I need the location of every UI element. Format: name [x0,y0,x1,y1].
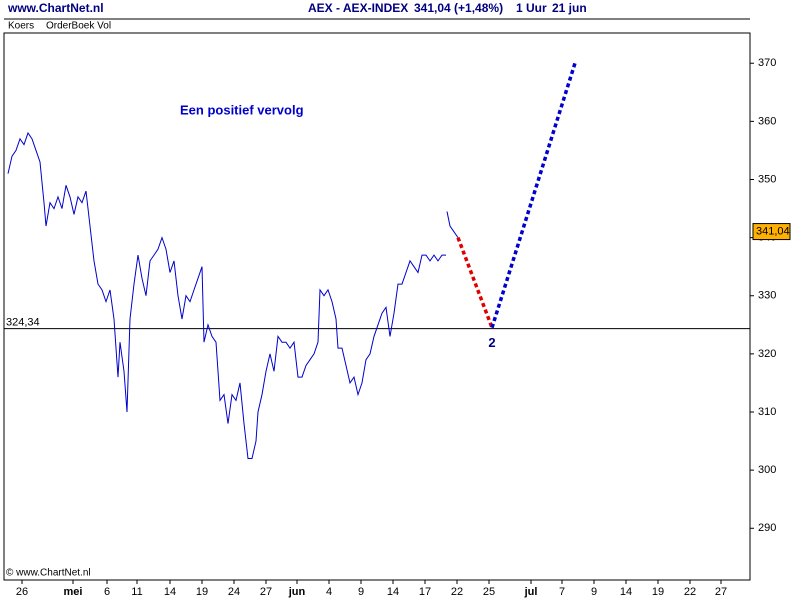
annotation: Een positief vervolg [180,102,304,117]
x-tick-label: 14 [620,586,632,598]
x-tick-label: 26 [16,586,28,598]
last-price-label: 341,04 [756,225,790,237]
y-tick-label: 300 [758,464,776,476]
projection-line [456,236,494,329]
y-tick-label: 360 [758,115,776,127]
tab[interactable]: OrderBoek Vol [46,21,111,32]
x-tick-label: 24 [228,586,240,598]
tab[interactable]: Koers [8,21,34,32]
x-tick-label: 25 [483,586,495,598]
x-tick-label: 9 [358,586,364,598]
plot-frame [3,32,751,581]
instrument: AEX - AEX-INDEX [308,1,408,15]
y-tick-label: 310 [758,406,776,418]
x-tick-label: 17 [419,586,431,598]
x-tick-label: 19 [652,586,664,598]
x-tick-label: 4 [326,586,332,598]
y-tick-label: 320 [758,348,776,360]
interval: 1 Uur [516,1,547,15]
footer: © www.ChartNet.nl [6,568,91,579]
x-tick-label: 11 [131,586,142,598]
projection-line [490,62,577,329]
y-tick-label: 370 [758,57,776,69]
site-name: www.ChartNet.nl [7,1,104,15]
last-price-box [752,223,791,241]
x-tick-label: 22 [684,586,696,598]
x-tick-label: 19 [196,586,208,598]
x-tick-label: 9 [591,586,597,598]
y-tick-label: 290 [758,522,776,534]
x-tick-label: 27 [715,586,727,598]
x-tick-label: 6 [104,586,110,598]
x-tick-label: jul [524,586,538,598]
x-tick-label: mei [64,586,83,598]
price-line [7,131,459,459]
x-tick-label: jun [288,586,306,598]
x-tick-label: 14 [387,586,399,598]
date: 21 jun [552,1,587,15]
wave-label: 2 [488,335,495,350]
x-tick-label: 22 [451,586,463,598]
quote: 341,04 (+1,48%) [414,1,503,15]
x-tick-label: 7 [559,586,565,598]
level-label: 324,34 [6,317,40,329]
y-tick-label: 350 [758,173,776,185]
x-tick-label: 27 [260,586,272,598]
y-tick-label: 330 [758,290,776,302]
x-tick-label: 14 [164,586,176,598]
